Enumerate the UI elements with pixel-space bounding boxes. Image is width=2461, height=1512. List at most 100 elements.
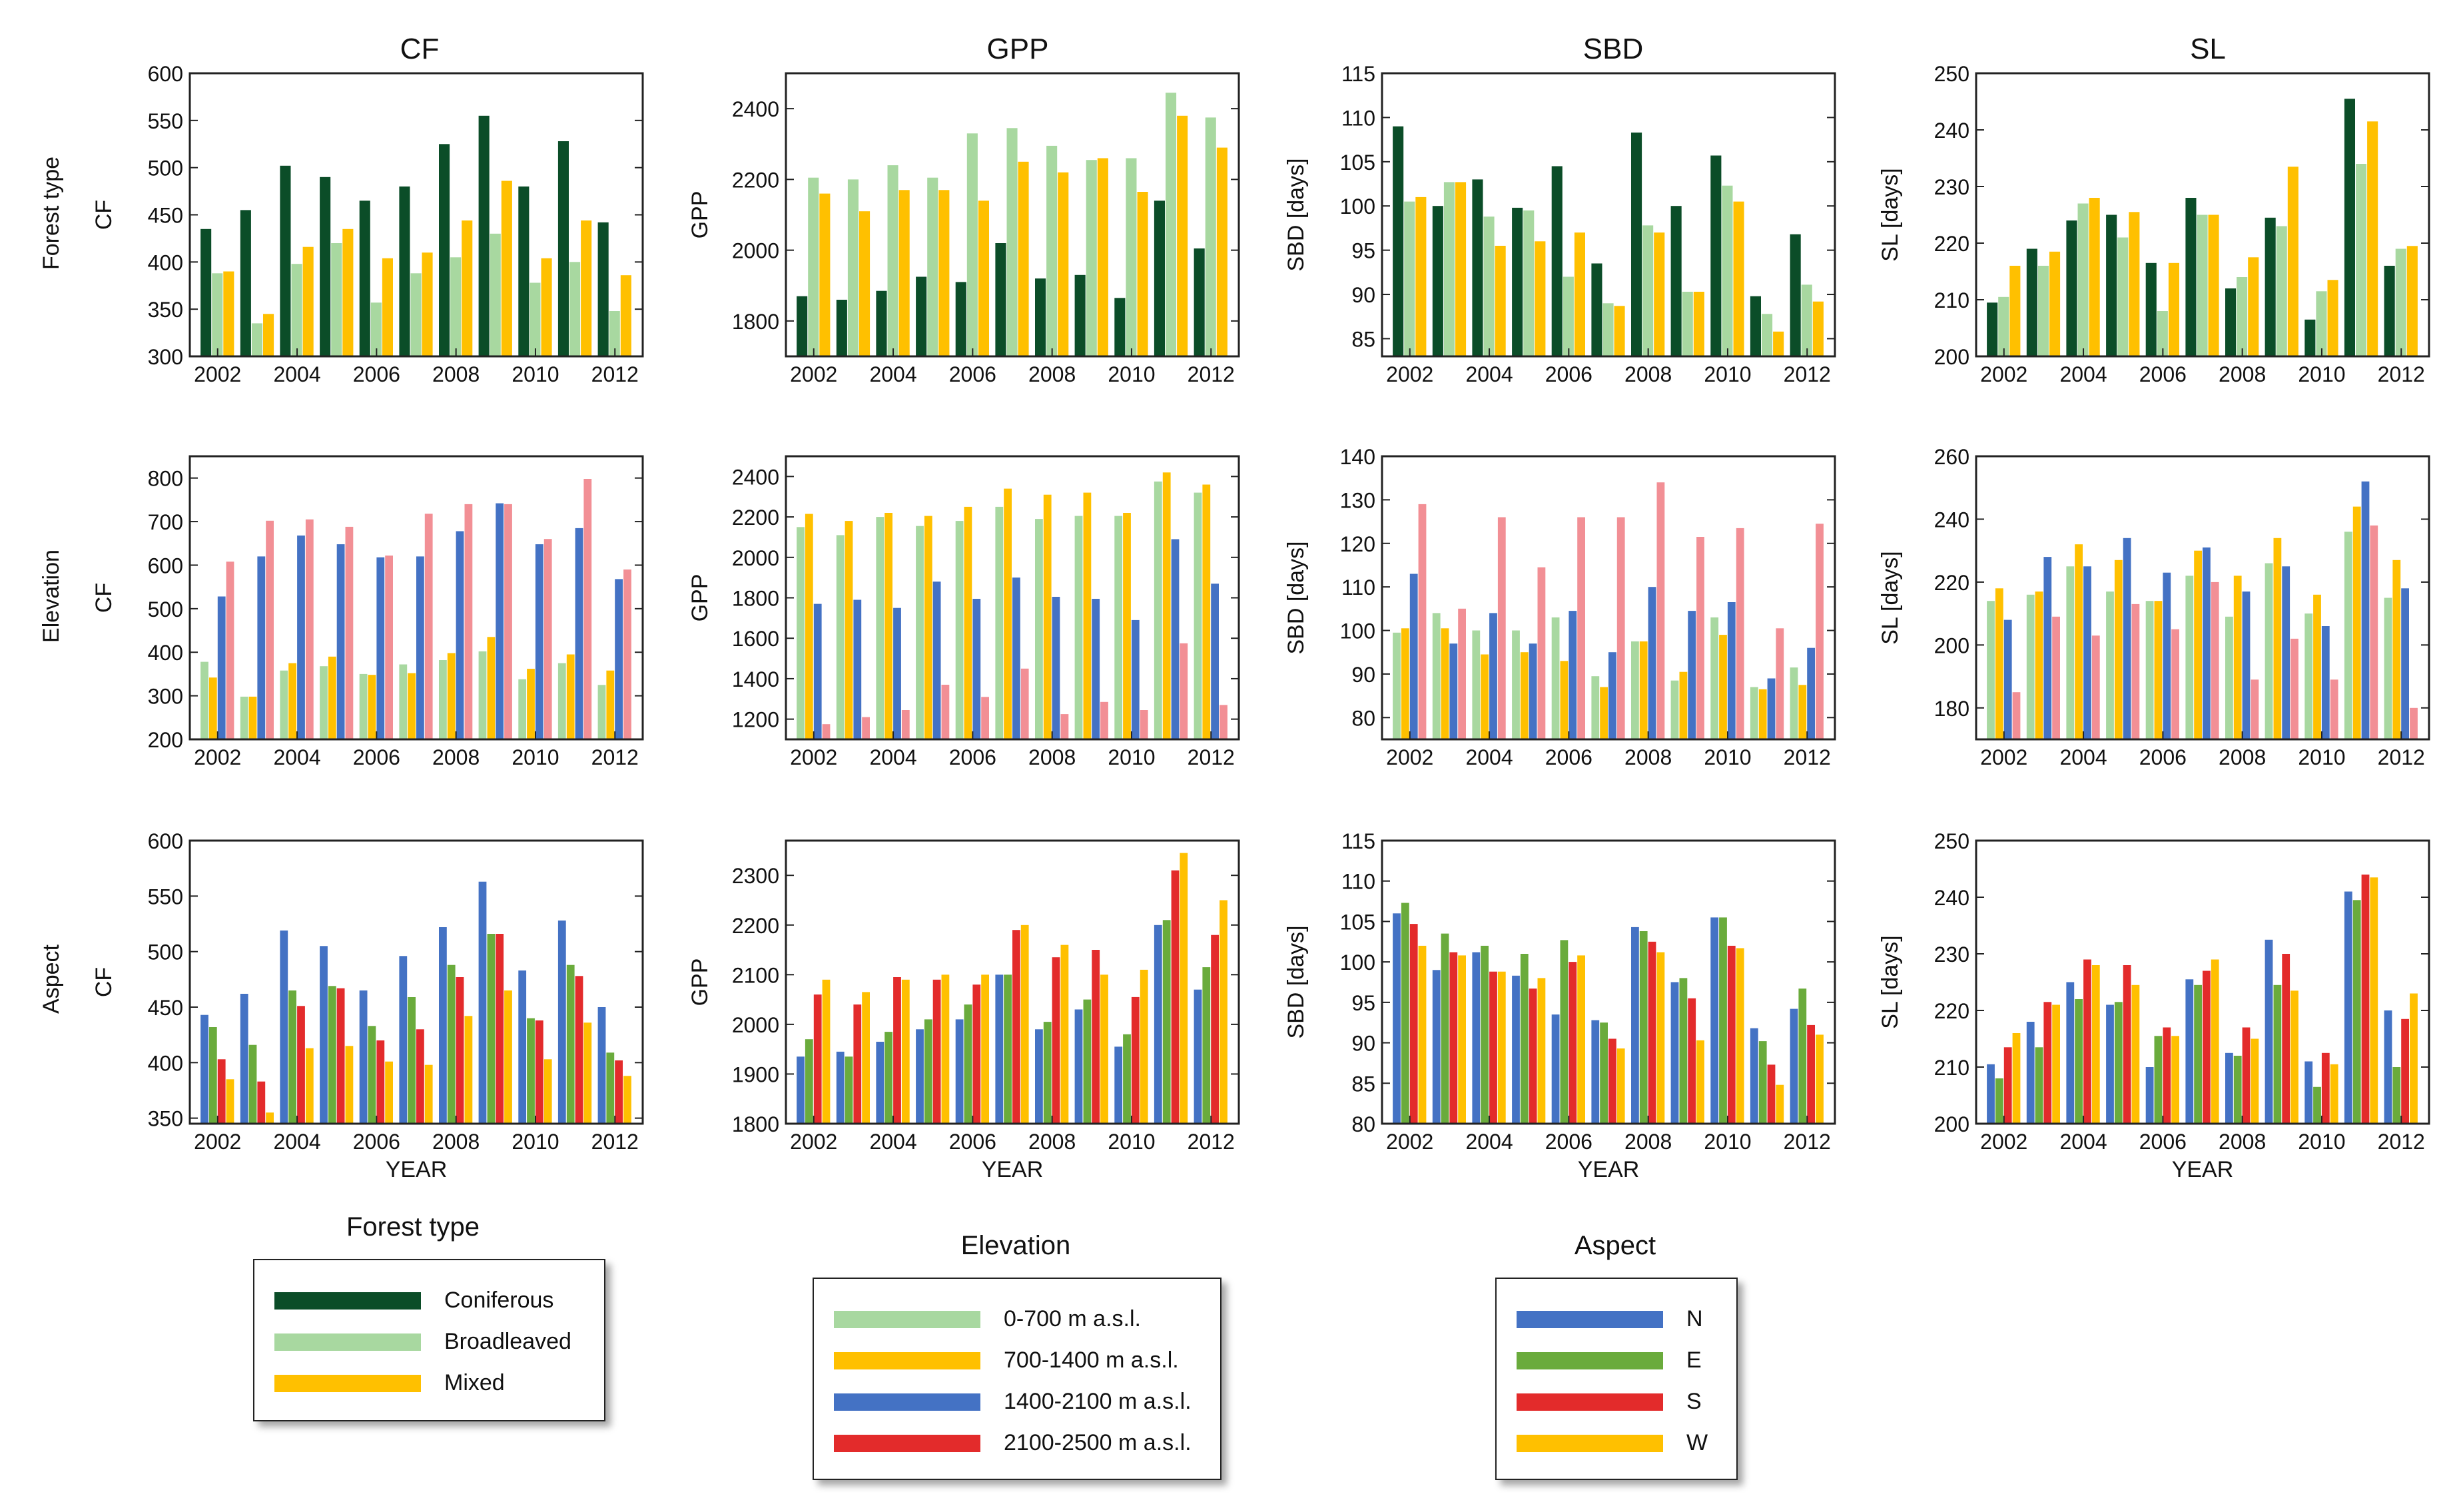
x-axis-label: YEAR <box>386 1157 448 1182</box>
bar <box>1162 472 1171 739</box>
bar <box>368 675 376 739</box>
bar <box>887 165 898 356</box>
x-tick-label: 2006 <box>949 362 996 386</box>
chart-panel: 200 300 400 500 600 700 800 2002 2004 2006 2008 201… <box>91 455 644 769</box>
y-tick-label: 140 <box>1340 445 1375 469</box>
bar <box>1750 296 1761 356</box>
y-tick-label: 600 <box>148 554 183 577</box>
legend-label: 1400-2100 m a.s.l. <box>1004 1389 1192 1414</box>
bar <box>2145 1067 2154 1124</box>
bar <box>2384 597 2392 739</box>
bar <box>583 479 592 739</box>
bar <box>266 520 274 739</box>
bar <box>1455 182 1467 356</box>
legend-item: N <box>1517 1304 1730 1331</box>
bar <box>1404 201 1415 356</box>
bar <box>1092 950 1100 1124</box>
x-axis-label: YEAR <box>2172 1157 2234 1182</box>
bar <box>518 679 527 739</box>
bar <box>2361 875 2370 1124</box>
bar <box>2276 226 2287 356</box>
y-tick-label: 80 <box>1351 706 1375 730</box>
y-tick-label: 400 <box>148 641 183 665</box>
bar <box>1551 1014 1560 1124</box>
bar <box>1816 1034 1824 1124</box>
y-axis-label: GPP <box>687 191 713 239</box>
bar <box>382 258 393 356</box>
bar <box>2313 1086 2321 1124</box>
bar <box>932 581 941 739</box>
bar <box>302 246 314 356</box>
bar <box>1693 292 1704 356</box>
x-tick-label: 2010 <box>1108 1130 1155 1154</box>
bar <box>2282 954 2290 1124</box>
bar <box>606 670 615 739</box>
bar <box>1401 903 1409 1124</box>
bar <box>527 669 535 739</box>
x-tick-label: 2010 <box>2298 1130 2345 1154</box>
bar <box>1639 931 1648 1124</box>
bar <box>1449 952 1458 1124</box>
legend-item: W <box>1517 1428 1730 1455</box>
x-tick-label: 2012 <box>591 1130 639 1154</box>
bar <box>280 931 288 1124</box>
bar <box>2185 575 2194 739</box>
bar <box>1211 583 1219 740</box>
bar <box>2273 984 2282 1124</box>
bar <box>2370 877 2378 1124</box>
y-tick-label: 95 <box>1351 991 1375 1015</box>
bar <box>1472 630 1481 739</box>
bar <box>2185 198 2197 356</box>
bar <box>1418 945 1427 1124</box>
bar <box>1441 628 1449 739</box>
bar <box>1100 701 1108 739</box>
bar <box>927 177 938 356</box>
y-tick-label: 90 <box>1351 663 1375 687</box>
x-tick-label: 2006 <box>2139 362 2187 386</box>
bar <box>1100 974 1108 1124</box>
bar <box>1995 588 2003 739</box>
bar <box>200 661 208 739</box>
legend-item: Coniferous <box>274 1286 597 1313</box>
chart-panel: 1800 2000 2200 2400 2002 2004 2006 2008 2010 2012… <box>687 72 1240 386</box>
bar <box>898 190 910 356</box>
bar <box>1083 999 1092 1124</box>
bar <box>1560 940 1569 1124</box>
bar <box>223 271 234 356</box>
bar <box>2316 291 2327 357</box>
bar <box>1987 302 1998 357</box>
bar <box>813 994 822 1124</box>
bar <box>1656 482 1665 739</box>
y-tick-label: 240 <box>1934 119 1969 143</box>
y-tick-label: 115 <box>1341 62 1375 86</box>
bar <box>1631 927 1639 1124</box>
bar <box>2392 560 2401 739</box>
bar <box>1736 948 1744 1124</box>
bar <box>2049 251 2061 357</box>
bar <box>359 990 368 1124</box>
bar <box>2330 1064 2338 1124</box>
bar <box>995 974 1004 1124</box>
bar <box>1776 628 1784 739</box>
x-tick-label: 2008 <box>1028 745 1076 769</box>
bar <box>1058 172 1069 357</box>
x-tick-label: 2010 <box>1108 745 1155 769</box>
bar <box>2043 1002 2052 1124</box>
bar <box>1472 179 1483 356</box>
column-title-gpp: GPP <box>987 33 1049 65</box>
bar <box>320 666 328 739</box>
bar <box>1642 225 1654 356</box>
bar <box>2091 965 2100 1124</box>
bar <box>464 504 473 739</box>
bar <box>535 1020 543 1124</box>
bar <box>478 115 490 357</box>
bar <box>399 956 408 1124</box>
bar <box>1648 587 1656 739</box>
bar <box>1616 1048 1625 1124</box>
chart-panel: 180 200 220 240 260 2002 2004 2006 2008 2010 2012 S… <box>1878 445 2430 769</box>
column-title-cf: CF <box>400 33 440 65</box>
x-tick-label: 2006 <box>2139 1130 2187 1154</box>
x-tick-label: 2008 <box>1028 362 1076 386</box>
bar <box>257 556 266 739</box>
bar <box>1202 484 1211 739</box>
